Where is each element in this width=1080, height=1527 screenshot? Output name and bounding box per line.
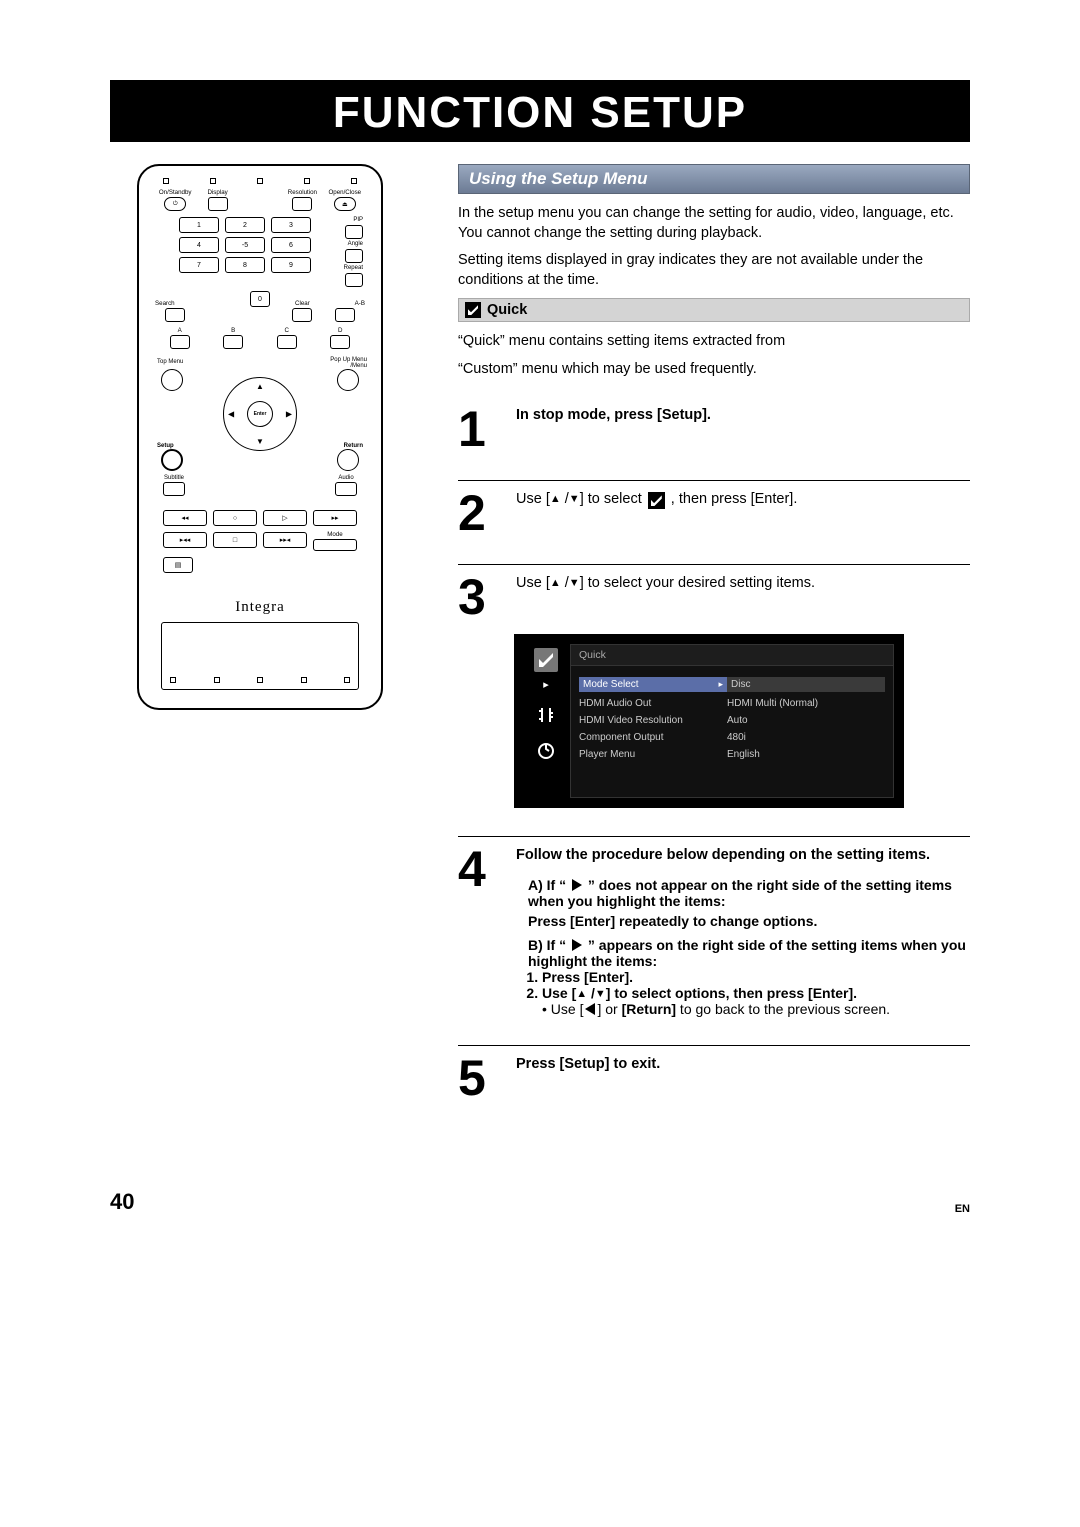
eject-button: ⏏ bbox=[334, 197, 356, 211]
step-1: 1 In stop mode, press [Setup]. bbox=[458, 397, 970, 481]
step-3: 3 Use [▲ /▼] to select your desired sett… bbox=[458, 565, 970, 837]
play-icon bbox=[572, 879, 582, 891]
step-4: 4 Follow the procedure below depending o… bbox=[458, 837, 970, 1046]
menu-row: Player MenuEnglish bbox=[577, 746, 887, 763]
dpad: ▲ ▼ ◀ ▶ Enter bbox=[223, 377, 297, 451]
menu-quick-icon bbox=[534, 648, 558, 672]
quick-icon bbox=[465, 302, 481, 318]
left-icon bbox=[585, 1003, 595, 1015]
display-button bbox=[208, 197, 228, 211]
step-5: 5 Press [Setup] to exit. bbox=[458, 1046, 970, 1129]
return-button bbox=[337, 449, 359, 471]
section-header: Using the Setup Menu bbox=[458, 164, 970, 194]
quick-desc-1: “Quick” menu contains setting items extr… bbox=[458, 332, 970, 352]
power-button: ⏻ bbox=[164, 197, 186, 211]
topmenu-button bbox=[161, 369, 183, 391]
language-code: EN bbox=[955, 1203, 970, 1215]
menu-row: HDMI Video ResolutionAuto bbox=[577, 712, 887, 729]
page-number: 40 bbox=[110, 1189, 134, 1215]
menu-row: Mode Select▸Disc bbox=[577, 674, 887, 695]
page-title: FUNCTION SETUP bbox=[110, 80, 970, 142]
remote-illustration: On/Standby⏻ Display Resolution Open/Clos… bbox=[110, 164, 410, 1129]
menu-tab: Quick bbox=[570, 644, 894, 665]
menu-row: HDMI Audio OutHDMI Multi (Normal) bbox=[577, 695, 887, 712]
popup-button bbox=[337, 369, 359, 391]
menu-row: Component Output480i bbox=[577, 729, 887, 746]
intro-paragraph: In the setup menu you can change the set… bbox=[458, 204, 970, 243]
setup-button bbox=[161, 449, 183, 471]
intro-paragraph-2: Setting items displayed in gray indicate… bbox=[458, 251, 970, 290]
quick-subheader: Quick bbox=[458, 298, 970, 322]
play-icon bbox=[572, 939, 582, 951]
resolution-button bbox=[292, 197, 312, 211]
step-2: 2 Use [▲ /▼] to select , then press [Ent… bbox=[458, 481, 970, 565]
quick-desc-2: “Custom” menu which may be used frequent… bbox=[458, 360, 970, 380]
quick-inline-icon bbox=[648, 492, 665, 509]
brand-logo: Integra bbox=[149, 599, 371, 616]
menu-custom-icon bbox=[534, 703, 558, 727]
menu-init-icon bbox=[534, 739, 558, 763]
setup-menu-screenshot: ▸ Quick Mode Select▸DiscHDMI Audio OutHD… bbox=[514, 634, 904, 808]
